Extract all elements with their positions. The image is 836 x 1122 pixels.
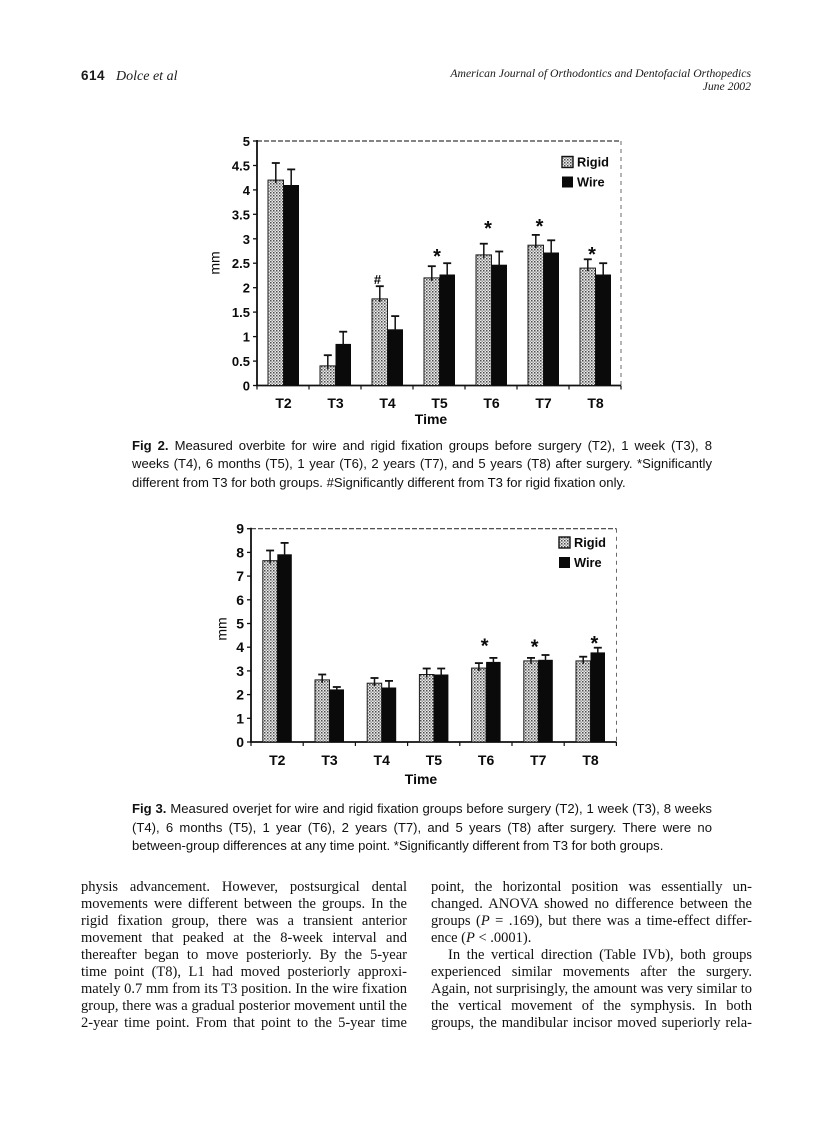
- svg-text:0: 0: [236, 734, 244, 750]
- svg-text:0.5: 0.5: [232, 354, 250, 369]
- svg-text:Wire: Wire: [574, 555, 602, 570]
- svg-text:Rigid: Rigid: [577, 155, 609, 170]
- svg-text:Wire: Wire: [577, 175, 605, 190]
- svg-text:*: *: [481, 636, 489, 658]
- svg-text:0: 0: [243, 379, 250, 394]
- svg-text:T6: T6: [478, 752, 495, 768]
- svg-text:T4: T4: [379, 395, 396, 411]
- svg-text:mm: mm: [207, 251, 223, 274]
- svg-text:4: 4: [243, 183, 251, 198]
- svg-text:T4: T4: [374, 752, 391, 768]
- svg-text:2: 2: [243, 281, 250, 296]
- svg-text:7: 7: [236, 568, 244, 584]
- svg-text:Rigid: Rigid: [574, 535, 606, 550]
- svg-text:1: 1: [243, 330, 250, 345]
- svg-text:1.5: 1.5: [232, 305, 250, 320]
- svg-text:*: *: [433, 246, 441, 268]
- svg-text:T7: T7: [535, 395, 552, 411]
- svg-text:5: 5: [243, 134, 250, 149]
- svg-text:3.5: 3.5: [232, 207, 250, 222]
- svg-text:T3: T3: [321, 752, 338, 768]
- svg-text:1: 1: [236, 710, 244, 726]
- svg-text:T5: T5: [426, 752, 443, 768]
- svg-text:2.5: 2.5: [232, 256, 250, 271]
- svg-text:T5: T5: [431, 395, 448, 411]
- svg-text:*: *: [588, 244, 596, 266]
- svg-text:#: #: [374, 272, 382, 287]
- svg-text:Time: Time: [415, 411, 448, 427]
- svg-text:2: 2: [236, 687, 244, 703]
- svg-text:Time: Time: [405, 771, 438, 787]
- svg-text:T6: T6: [483, 395, 500, 411]
- svg-text:4: 4: [236, 639, 244, 655]
- svg-text:5: 5: [236, 616, 244, 632]
- svg-text:6: 6: [236, 592, 244, 608]
- svg-text:T3: T3: [327, 395, 344, 411]
- svg-text:T2: T2: [269, 752, 286, 768]
- svg-text:*: *: [531, 637, 539, 659]
- svg-text:*: *: [536, 216, 544, 238]
- svg-text:mm: mm: [214, 617, 230, 640]
- svg-text:T8: T8: [582, 752, 599, 768]
- svg-text:*: *: [591, 633, 599, 655]
- svg-text:T7: T7: [530, 752, 547, 768]
- svg-text:T2: T2: [275, 395, 292, 411]
- svg-text:9: 9: [236, 521, 244, 537]
- svg-text:T8: T8: [587, 395, 604, 411]
- svg-text:3: 3: [243, 232, 250, 247]
- svg-text:3: 3: [236, 663, 244, 679]
- svg-text:8: 8: [236, 544, 244, 560]
- svg-text:4.5: 4.5: [232, 159, 250, 174]
- svg-text:*: *: [484, 218, 492, 240]
